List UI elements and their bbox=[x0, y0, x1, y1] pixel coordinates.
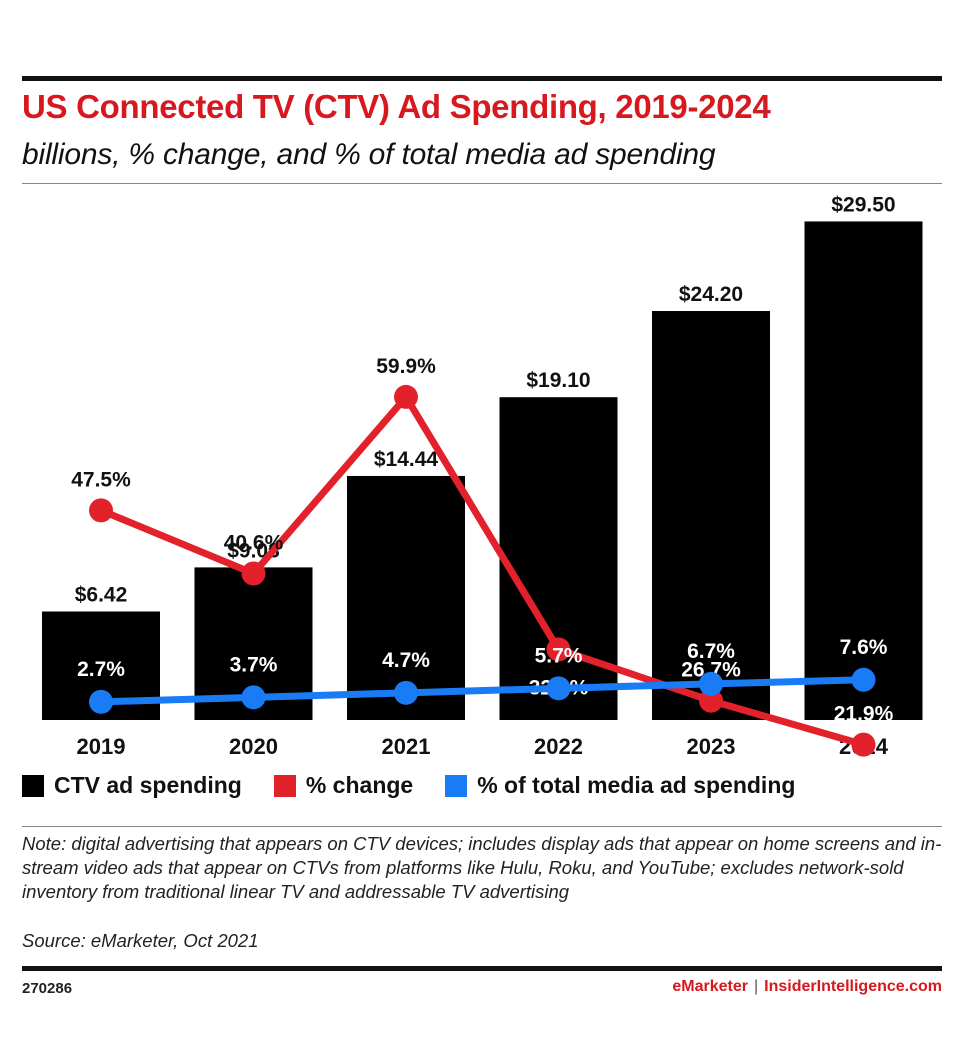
share-point bbox=[851, 667, 876, 692]
footnote: Note: digital advertising that appears o… bbox=[22, 833, 942, 902]
legend-swatch-change bbox=[273, 774, 296, 797]
footer-brand: eMarketer | InsiderIntelligence.com bbox=[672, 978, 942, 996]
share-point bbox=[89, 689, 113, 714]
x-tick-label: 2019 bbox=[77, 734, 126, 759]
bar bbox=[499, 397, 618, 720]
x-tick-label: 2021 bbox=[382, 734, 431, 759]
change-point bbox=[241, 561, 266, 586]
chart-subtitle: billions, % change, and % of total media… bbox=[22, 138, 716, 171]
share-value-label: 3.7% bbox=[230, 653, 278, 676]
change-value-label: 59.9% bbox=[376, 355, 436, 378]
chart-title: US Connected TV (CTV) Ad Spending, 2019-… bbox=[22, 88, 771, 125]
brand-emarketer: eMarketer bbox=[672, 978, 749, 995]
legend-label: % change bbox=[305, 772, 414, 798]
title-divider bbox=[22, 183, 942, 184]
legend-item-share: % of total media ad spending bbox=[445, 772, 795, 799]
x-tick-label: 2022 bbox=[534, 734, 583, 759]
share-value-label: 4.7% bbox=[382, 649, 430, 672]
top-rule bbox=[22, 76, 942, 81]
change-value-label: 47.5% bbox=[71, 468, 131, 491]
share-value-label: 5.7% bbox=[535, 644, 583, 667]
bar bbox=[804, 221, 923, 720]
source-line: Source: eMarketer, Oct 2021 bbox=[22, 930, 259, 951]
bar-value-label: $6.42 bbox=[75, 584, 128, 607]
bar-value-label: $24.20 bbox=[679, 283, 743, 306]
share-point bbox=[546, 676, 571, 701]
share-point bbox=[699, 671, 723, 696]
note-divider bbox=[22, 826, 942, 827]
change-point bbox=[546, 637, 571, 662]
share-value-label: 7.6% bbox=[840, 636, 888, 659]
change-value-label: 40.6% bbox=[224, 532, 284, 555]
change-point bbox=[851, 732, 876, 757]
bar bbox=[347, 475, 465, 720]
x-tick-label: 2023 bbox=[687, 734, 736, 759]
change-value-label: 21.9% bbox=[834, 703, 894, 726]
bar-value-label: $19.10 bbox=[526, 369, 590, 392]
bar bbox=[652, 311, 770, 720]
share-line bbox=[100, 676, 864, 706]
brand-insider-intelligence[interactable]: InsiderIntelligence.com bbox=[764, 978, 942, 995]
bar-value-label: $29.50 bbox=[831, 193, 895, 216]
legend-swatch-share bbox=[445, 774, 468, 797]
legend-item-ctv-ad-spending: CTV ad spending bbox=[22, 772, 242, 799]
legend-label: CTV ad spending bbox=[54, 772, 242, 798]
chart-id: 270286 bbox=[22, 980, 73, 997]
share-point bbox=[394, 680, 418, 705]
change-line bbox=[99, 393, 865, 748]
bar-value-label: $14.44 bbox=[374, 448, 439, 471]
legend-item-change: % change bbox=[273, 772, 414, 799]
legend: CTV ad spending % change % of total medi… bbox=[22, 772, 827, 799]
share-point bbox=[241, 685, 266, 710]
legend-label: % of total media ad spending bbox=[477, 772, 796, 798]
share-value-label: 6.7% bbox=[687, 640, 735, 663]
x-tick-label: 2020 bbox=[229, 734, 278, 759]
change-point bbox=[699, 688, 723, 713]
share-value-label: 2.7% bbox=[77, 658, 125, 681]
change-point bbox=[394, 384, 418, 409]
legend-swatch-bar bbox=[22, 774, 44, 797]
brand-separator: | bbox=[754, 978, 759, 995]
bottom-rule bbox=[22, 966, 942, 971]
change-point bbox=[89, 498, 113, 523]
change-value-label: 26.7% bbox=[681, 659, 741, 682]
